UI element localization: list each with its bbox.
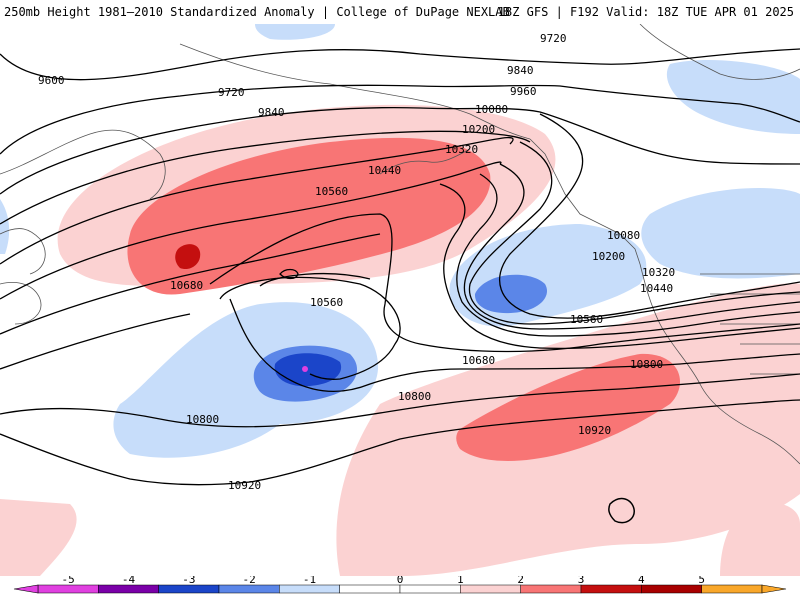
contour-label: 10680 [170,279,203,292]
positive-anomaly-shading [720,503,800,576]
colorbar-swatch [460,584,521,594]
contour-label: 10680 [462,354,495,367]
colorbar-tick-label: 2 [517,576,524,586]
contour-label: 10200 [592,250,625,263]
contour-label: 10560 [310,296,343,309]
contour-label: 10080 [607,229,640,242]
colorbar-svg: -5 -4 -3 -2 -1 0 1 2 3 4 5 [13,573,787,594]
colorbar-tick-label: -1 [303,576,316,586]
colorbar-tick-label: -5 [62,576,75,586]
negative-anomaly-shading [302,366,308,372]
colorbar-swatch [399,584,461,594]
colorbar-swatch [37,584,99,594]
map-header: 250mb Height 1981–2010 Standardized Anom… [0,0,800,24]
colorbar-swatch [339,584,401,594]
contour-label: 10200 [462,123,495,136]
map-title: 250mb Height 1981–2010 Standardized Anom… [4,5,510,19]
height-contours [0,48,800,486]
colorbar-swatches [37,584,763,594]
anomaly-colorbar: -5 -4 -3 -2 -1 0 1 2 3 4 5 [0,573,800,600]
colorbar-swatch [520,584,582,594]
contour-label: 9720 [218,86,245,99]
colorbar-tick-label: -4 [122,576,136,586]
contour-label: 10080 [475,103,508,116]
colorbar-tick-label: 5 [698,576,705,586]
contour-labels: 9600 9720 9720 9840 9840 9960 10080 1008… [38,32,675,492]
negative-anomaly-shading [255,24,335,40]
contour-label: 9840 [507,64,534,77]
contour-label: 9960 [510,85,537,98]
contour-label: 9600 [38,74,65,87]
contour-label: 9840 [258,106,285,119]
colorbar-tick-label: 0 [397,576,404,586]
model-run-info: 18Z GFS | F192 Valid: 18Z TUE APR 01 202… [497,5,794,19]
map-panel: 9600 9720 9720 9840 9840 9960 10080 1008… [0,24,800,576]
contour-label: 10920 [578,424,611,437]
colorbar-tick-label: 3 [578,576,585,586]
contour-label: 10560 [315,185,348,198]
colorbar-swatch [279,584,340,594]
positive-anomaly-shading [175,244,201,270]
colorbar-right-arrow [761,584,787,594]
colorbar-swatch [641,584,702,594]
height-anomaly-map: 9600 9720 9720 9840 9840 9960 10080 1008… [0,24,800,576]
contour-label: 10800 [630,358,663,371]
negative-anomaly-shading [666,59,800,134]
positive-anomaly-shading [456,353,680,461]
colorbar-left-arrow [13,584,39,594]
contour-label: 10320 [642,266,675,279]
contour-label: 10800 [186,413,219,426]
colorbar-tick-label: -3 [182,576,195,586]
negative-anomaly-shading [641,188,800,279]
coastlines [0,24,800,524]
colorbar-tick-label: 4 [638,576,645,586]
colorbar-swatch [701,584,763,594]
positive-anomaly-shading [0,499,77,576]
contour-label: 10560 [570,313,603,326]
negative-anomaly-shading [0,199,10,254]
contour-label: 10440 [368,164,401,177]
contour-label: 9720 [540,32,567,45]
colorbar-tick-label: 1 [457,576,464,586]
contour-label: 10320 [445,143,478,156]
colorbar-swatch [580,584,642,594]
contour-label: 10920 [228,479,261,492]
contour-label: 10800 [398,390,431,403]
negative-anomaly-shading [113,302,379,458]
colorbar-swatch [98,584,159,594]
colorbar-tick-label: -2 [243,576,256,586]
colorbar-tick-labels: -5 -4 -3 -2 -1 0 1 2 3 4 5 [62,573,705,586]
negative-anomaly-shading [474,274,548,314]
positive-anomaly-shading [127,137,491,295]
contour-label: 10440 [640,282,673,295]
colorbar-swatch [218,584,280,594]
colorbar-swatch [158,584,220,594]
